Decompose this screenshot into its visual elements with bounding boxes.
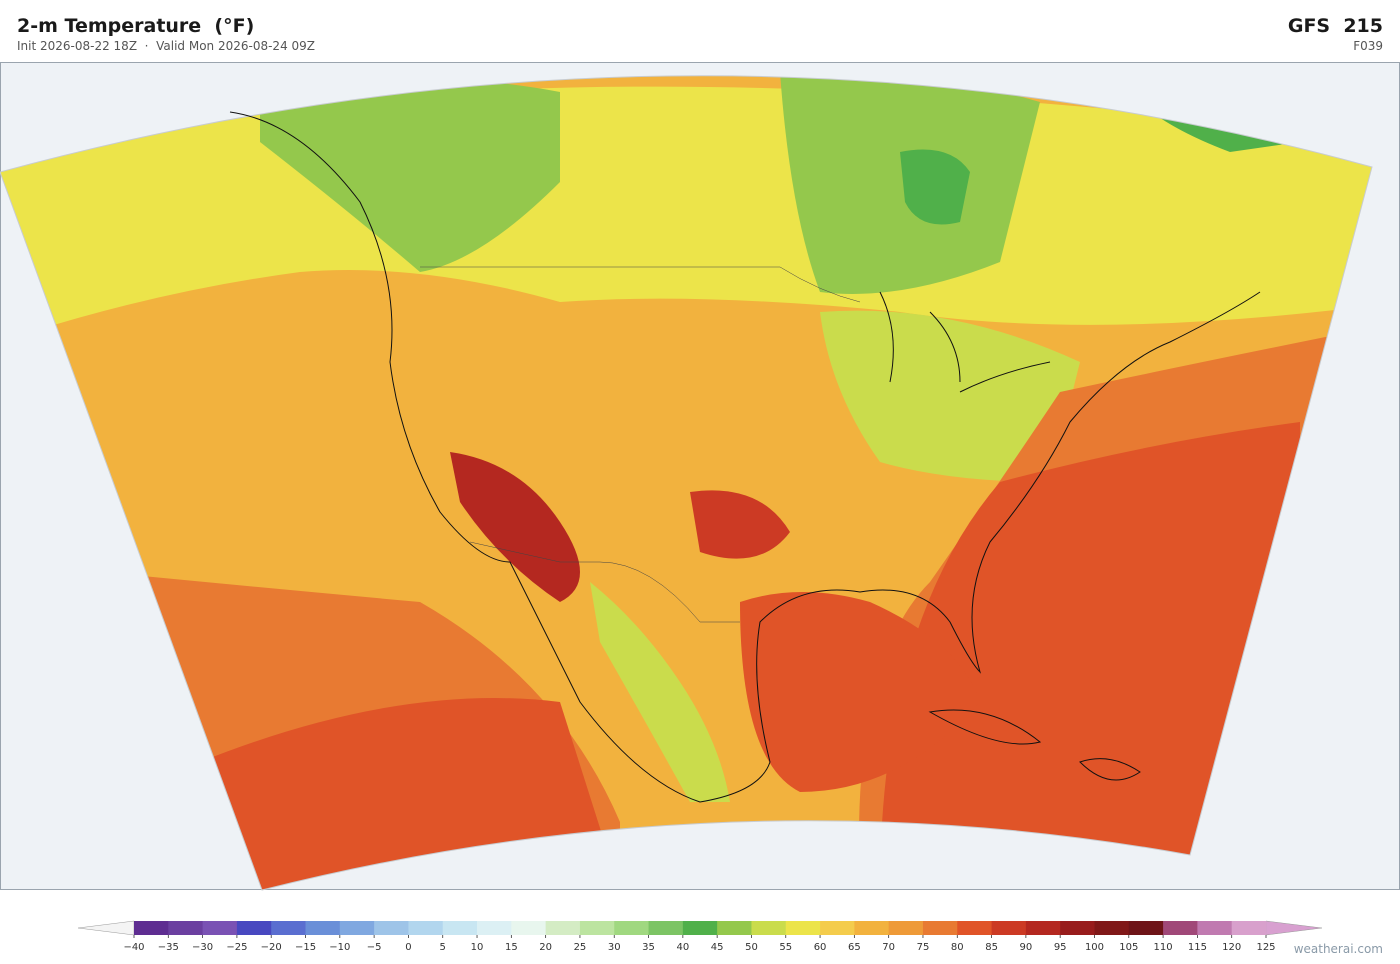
colorbar-tick-label: 25: [574, 942, 587, 953]
field-band: [590, 582, 730, 802]
colorbar-tick-label: 30: [608, 942, 621, 953]
colorbar-tick-label: −40: [123, 942, 144, 953]
colorbar-tick-label: −35: [158, 942, 179, 953]
colorbar-segment: [339, 921, 375, 935]
map: [0, 62, 1400, 891]
colorbar-segment: [922, 921, 958, 935]
colorbar-segment: [717, 921, 752, 935]
colorbar-tick-label: 125: [1256, 942, 1275, 953]
colorbar-segment: [1163, 921, 1198, 935]
colorbar-tick-label: 115: [1188, 942, 1207, 953]
colorbar-tick-label: 10: [471, 942, 484, 953]
colorbar-segment: [1197, 921, 1233, 935]
field-band: [260, 79, 560, 272]
colorbar-segment: [854, 921, 890, 935]
colorbar-tick-label: 45: [711, 942, 724, 953]
colorbar-tick-label: 5: [440, 942, 446, 953]
field-band: [880, 422, 1300, 890]
colorbar-extend-high: [1265, 920, 1323, 936]
field-band: [900, 149, 970, 225]
model-name: GFS 215: [1287, 15, 1383, 37]
map-title: 2-m Temperature (°F): [17, 15, 255, 37]
credit: weatherai.com: [1293, 942, 1383, 956]
colorbar-segment: [1025, 921, 1061, 935]
colorbar-tick-label: 0: [405, 942, 411, 953]
colorbar-segment: [236, 921, 272, 935]
colorbar-tick-label: 100: [1085, 942, 1104, 953]
field-band: [740, 592, 980, 792]
colorbar-segment: [682, 921, 718, 935]
colorbar-tick-label: 55: [779, 942, 792, 953]
colorbar-tick-label: 70: [882, 942, 895, 953]
colorbar-tick-label: −15: [295, 942, 316, 953]
colorbar-segment: [408, 921, 444, 935]
colorbar-tick-label: 75: [917, 942, 930, 953]
colorbar-segment: [1094, 921, 1130, 935]
colorbar-tick-label: 120: [1222, 942, 1241, 953]
colorbar-tick-label: 20: [539, 942, 552, 953]
colorbar-segment: [271, 921, 306, 935]
coastlines: [229, 111, 1261, 803]
forecast-hour: F039: [1353, 39, 1383, 53]
colorbar-tick-label: 15: [505, 942, 518, 953]
colorbar-tick-label: −25: [226, 942, 247, 953]
colorbar-tick-label: 95: [1054, 942, 1067, 953]
colorbar-segment: [545, 921, 581, 935]
colorbar-segment: [957, 921, 992, 935]
colorbar-segment: [442, 921, 478, 935]
colorbar-segment: [648, 921, 684, 935]
colorbar-segment: [614, 921, 649, 935]
colorbar-segment: [511, 921, 547, 935]
colorbar-tick-label: 65: [848, 942, 861, 953]
colorbar-segment: [991, 921, 1027, 935]
colorbar-tick-label: −5: [367, 942, 382, 953]
colorbar-tick-label: 80: [951, 942, 964, 953]
field-band: [450, 452, 580, 602]
colorbar-segment: [134, 921, 169, 935]
colorbar-segment: [1128, 921, 1164, 935]
colorbar-segment: [305, 921, 341, 935]
colorbar-segment: [820, 921, 855, 935]
colorbar-tick-label: −30: [192, 942, 213, 953]
field-band: [690, 490, 790, 559]
borders: [420, 266, 861, 623]
colorbar-segment: [168, 921, 204, 935]
colorbar-tick-label: 40: [676, 942, 689, 953]
colorbar-tick-label: 50: [745, 942, 758, 953]
colorbar-segment: [888, 921, 924, 935]
colorbar-segment: [579, 921, 615, 935]
colorbar-tick-label: −20: [261, 942, 282, 953]
domain-edge: [0, 75, 1373, 891]
colorbar-segment: [1231, 921, 1267, 935]
colorbar-tick-label: 85: [985, 942, 998, 953]
colorbar-segment: [751, 921, 787, 935]
colorbar-segment: [785, 921, 821, 935]
colorbar-tick-label: 60: [814, 942, 827, 953]
colorbar-segment: [477, 921, 512, 935]
colorbar-segment: [202, 921, 238, 935]
colorbar-tick-label: 90: [1020, 942, 1033, 953]
colorbar-tick-label: 35: [642, 942, 655, 953]
colorbar-segment: [374, 921, 409, 935]
colorbar-tick-label: 110: [1154, 942, 1173, 953]
colorbar-tick-label: 105: [1119, 942, 1138, 953]
map-subtitle: Init 2026-08-22 18Z · Valid Mon 2026-08-…: [17, 39, 316, 53]
colorbar: −40 −35 −30 −25 −20 −15 −10 −5 0 5 10 15 20 25 30 35 40 4…: [77, 920, 1323, 953]
field-band: [820, 310, 1080, 482]
colorbar-segment: [1060, 921, 1095, 935]
colorbar-tick-label: −10: [329, 942, 350, 953]
colorbar-extend-low: [77, 920, 135, 936]
